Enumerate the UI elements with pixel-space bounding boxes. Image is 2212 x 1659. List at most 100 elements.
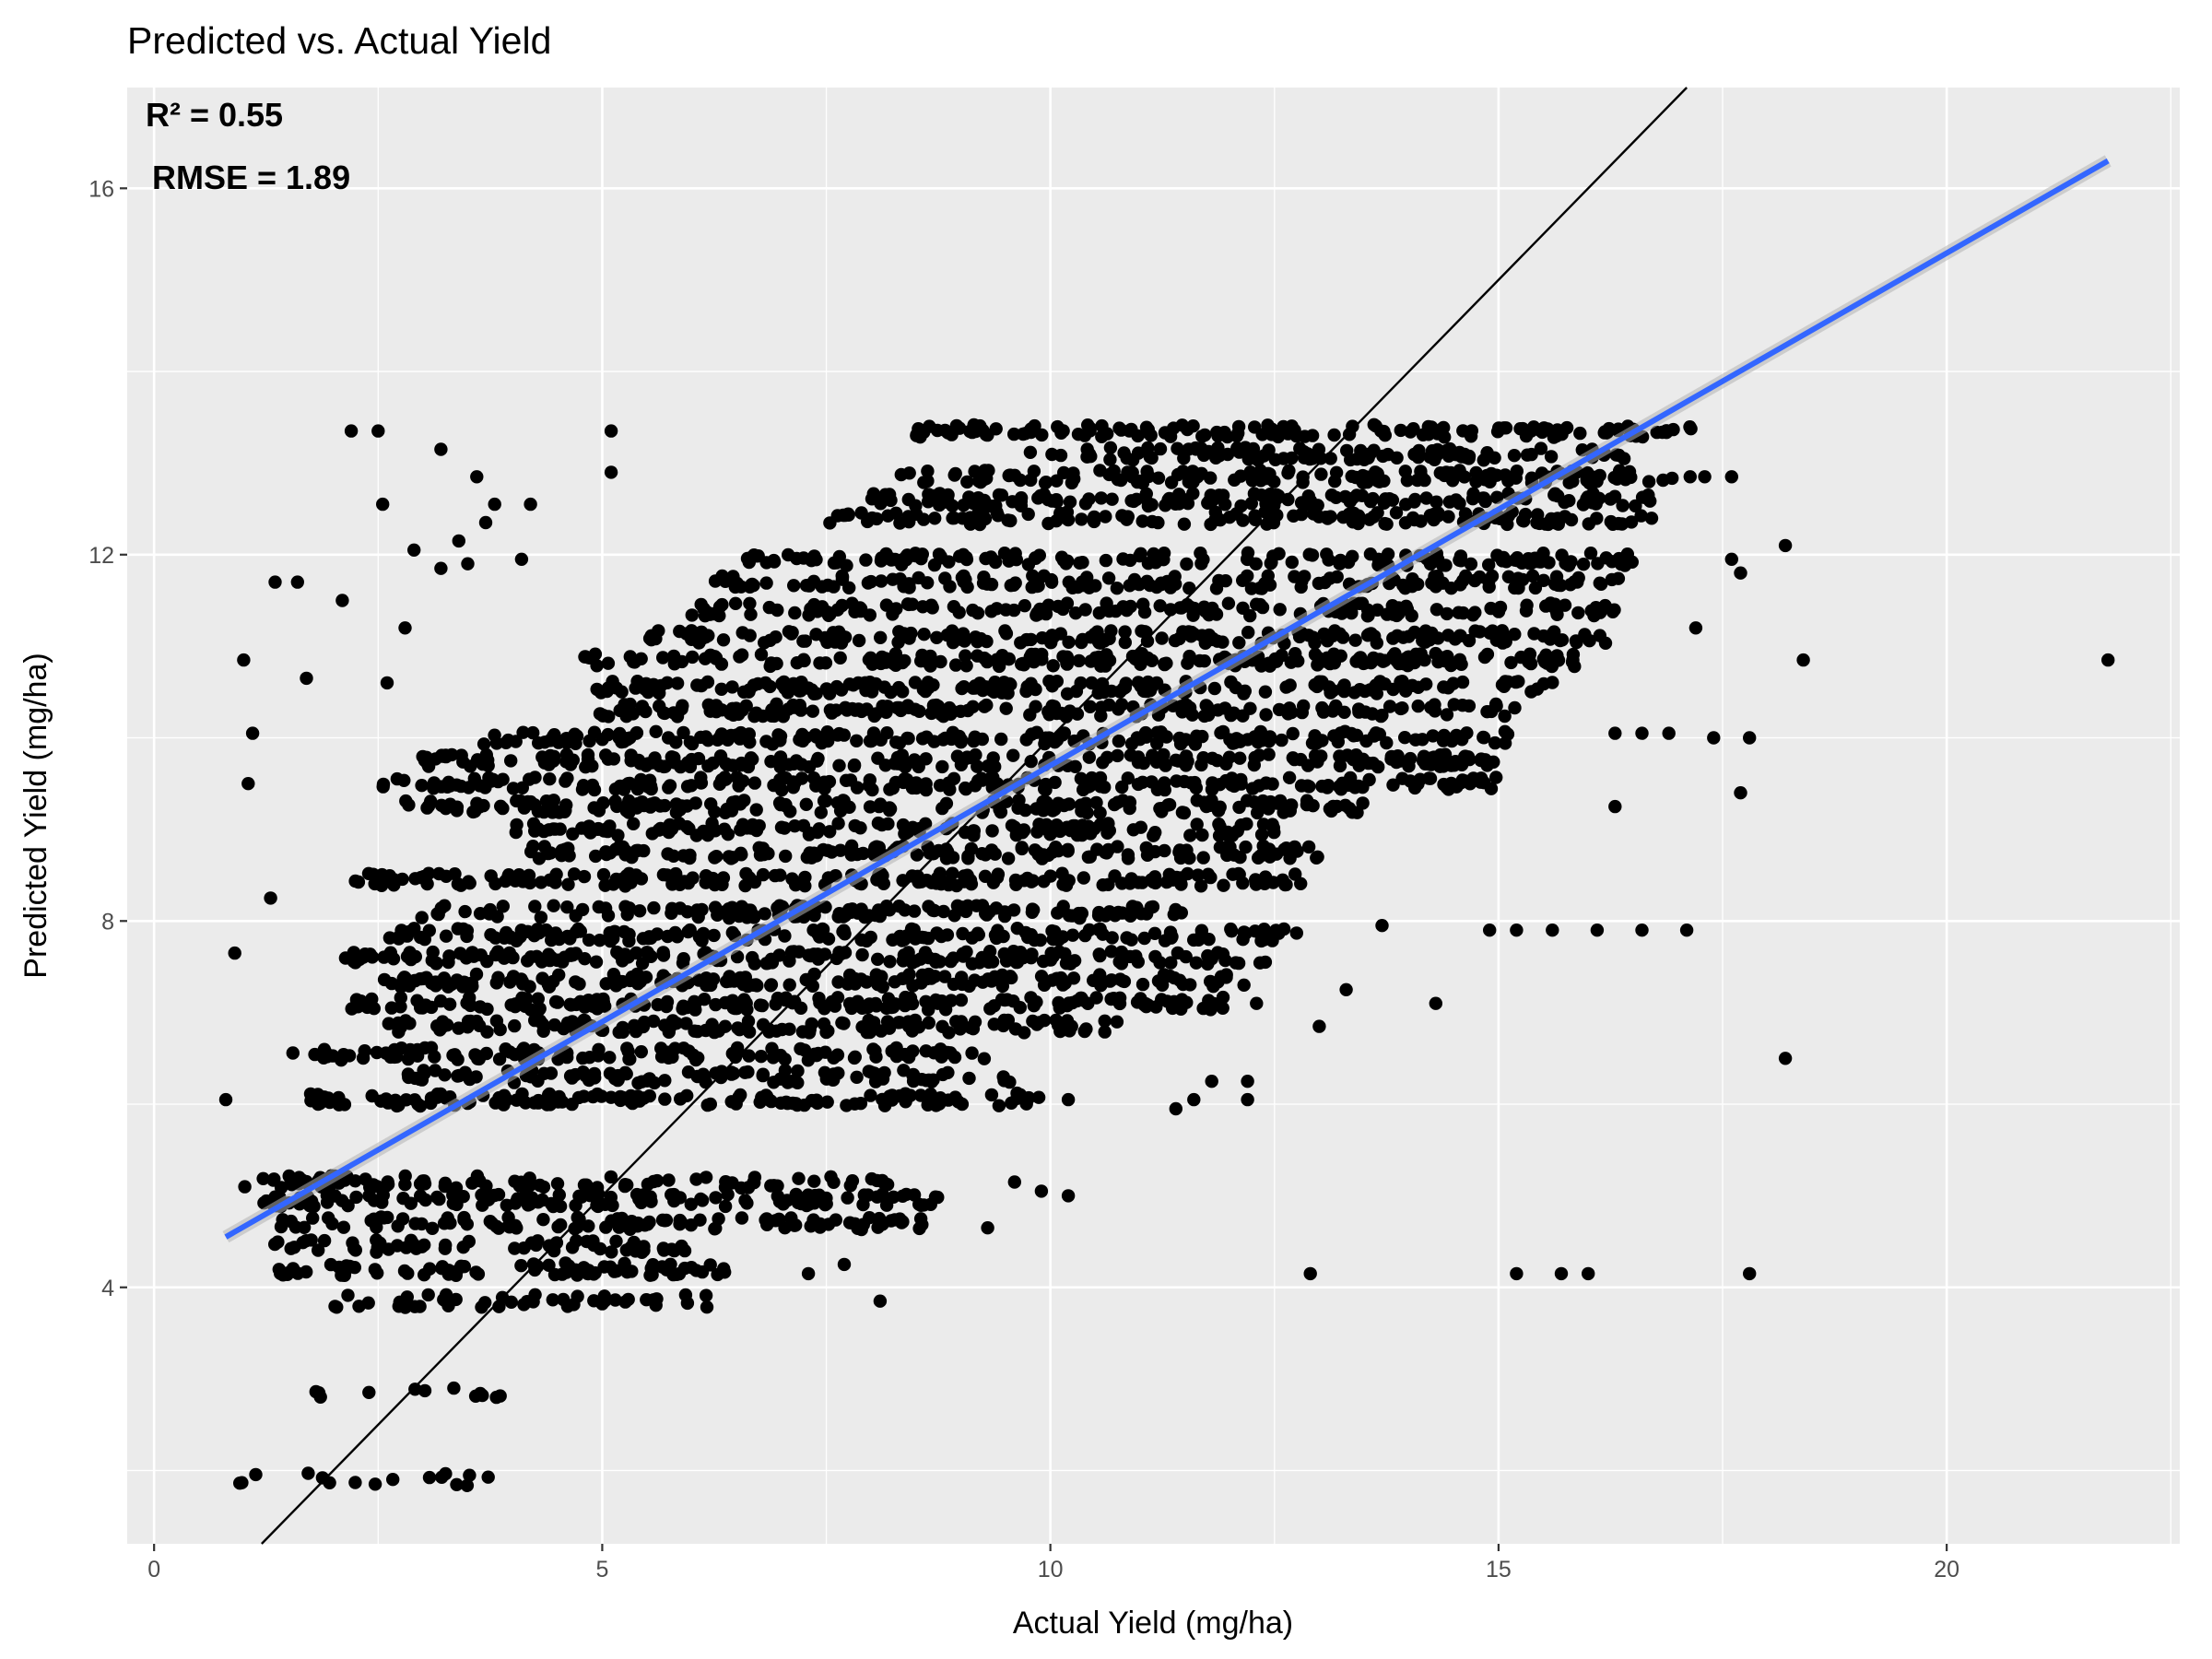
- data-point: [1598, 636, 1613, 650]
- data-point: [690, 678, 704, 692]
- data-point: [1607, 603, 1621, 617]
- data-point: [305, 1091, 319, 1106]
- data-point: [1303, 1266, 1317, 1281]
- data-point: [772, 796, 787, 810]
- data-point: [896, 685, 910, 699]
- data-point: [566, 947, 580, 962]
- data-point: [611, 829, 625, 842]
- data-point: [796, 634, 810, 648]
- data-point: [238, 1180, 252, 1194]
- data-point: [397, 1264, 412, 1278]
- data-point: [1441, 510, 1455, 524]
- data-point: [1590, 924, 1605, 937]
- data-point: [898, 653, 912, 668]
- data-point: [558, 842, 572, 856]
- data-point: [655, 1213, 670, 1228]
- data-point: [566, 753, 580, 767]
- data-point: [1157, 756, 1171, 770]
- data-point: [1073, 556, 1087, 570]
- data-point: [1315, 779, 1329, 794]
- data-point: [1134, 547, 1147, 560]
- data-point: [864, 574, 878, 589]
- data-point: [454, 1259, 468, 1274]
- data-point: [574, 1190, 589, 1204]
- data-point: [1104, 624, 1118, 638]
- data-point: [348, 874, 362, 888]
- data-point: [1075, 512, 1088, 526]
- data-point: [1134, 820, 1148, 834]
- data-point: [926, 678, 940, 692]
- data-point: [1225, 924, 1239, 938]
- data-point: [623, 1053, 637, 1066]
- data-point: [773, 868, 787, 882]
- data-point: [1140, 574, 1154, 588]
- data-point: [499, 735, 513, 749]
- data-point: [680, 1088, 694, 1103]
- data-point: [1221, 596, 1236, 610]
- data-point: [646, 1014, 661, 1029]
- data-point: [815, 580, 830, 594]
- data-point: [1389, 506, 1404, 520]
- data-point: [802, 1026, 817, 1040]
- data-point: [972, 677, 987, 690]
- data-point: [1003, 970, 1017, 984]
- data-point: [604, 465, 618, 479]
- data-point: [1266, 508, 1280, 522]
- data-point: [1407, 655, 1422, 670]
- data-point: [460, 1478, 475, 1493]
- data-point: [1219, 968, 1233, 982]
- data-point: [1236, 876, 1250, 890]
- data-point: [1480, 647, 1495, 662]
- data-point: [975, 732, 990, 747]
- data-point: [1606, 517, 1620, 531]
- data-point: [975, 950, 989, 965]
- data-point: [745, 578, 759, 592]
- data-point: [1145, 653, 1159, 667]
- data-point: [1153, 956, 1167, 970]
- data-point: [1277, 452, 1290, 465]
- data-point: [694, 771, 708, 784]
- data-point: [521, 954, 535, 968]
- data-point: [683, 923, 697, 937]
- data-point: [872, 1211, 887, 1226]
- data-point: [1077, 1024, 1092, 1039]
- data-point: [796, 818, 811, 832]
- data-point: [1183, 829, 1197, 842]
- data-point: [551, 1095, 565, 1109]
- data-point: [1408, 781, 1422, 795]
- data-point: [1573, 426, 1587, 441]
- data-point: [701, 734, 715, 747]
- data-point: [1537, 421, 1551, 435]
- data-point: [542, 1258, 556, 1273]
- data-point: [656, 946, 670, 959]
- data-point: [331, 1096, 346, 1111]
- data-point: [1014, 499, 1029, 512]
- data-point: [569, 1263, 582, 1277]
- data-point: [738, 1065, 752, 1079]
- data-point: [1392, 656, 1406, 671]
- data-point: [510, 1221, 524, 1235]
- data-point: [947, 977, 961, 992]
- data-point: [550, 1177, 565, 1191]
- data-point: [764, 755, 778, 769]
- data-point: [464, 998, 477, 1013]
- data-point: [1576, 558, 1591, 571]
- data-point: [1056, 877, 1070, 891]
- data-point: [480, 1025, 494, 1039]
- data-point: [896, 1189, 910, 1204]
- data-point: [1453, 445, 1466, 460]
- data-point: [1104, 945, 1119, 959]
- data-point: [348, 1476, 362, 1489]
- data-point: [1039, 476, 1053, 489]
- data-point: [1291, 654, 1305, 668]
- data-point: [672, 817, 687, 830]
- data-point: [1641, 475, 1656, 488]
- data-point: [441, 1267, 455, 1281]
- data-point: [1137, 606, 1152, 619]
- data-point: [672, 803, 686, 817]
- data-point: [300, 1234, 313, 1248]
- data-point: [508, 1018, 522, 1033]
- data-point: [493, 1389, 507, 1403]
- data-point: [830, 728, 845, 742]
- data-point: [1017, 823, 1031, 838]
